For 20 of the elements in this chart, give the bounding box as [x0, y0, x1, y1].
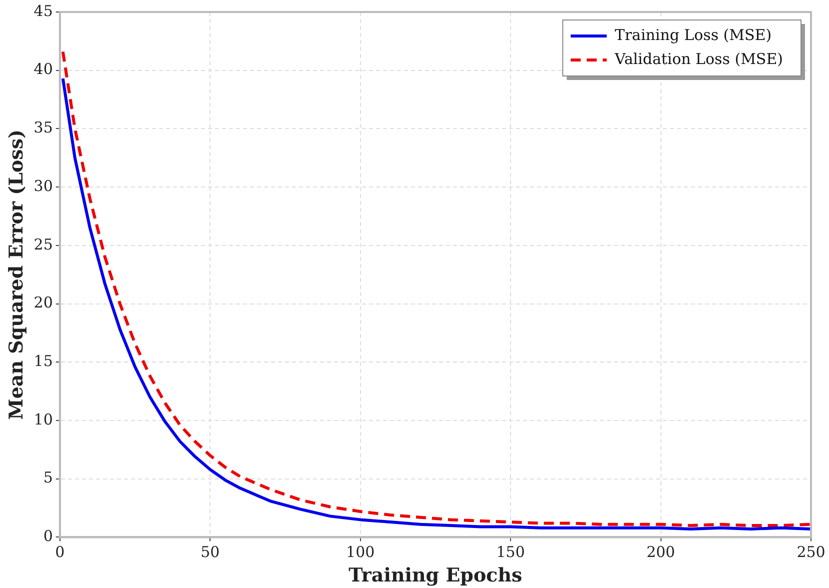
legend-label: Validation Loss (MSE) — [614, 50, 784, 68]
x-tick-label: 50 — [200, 543, 220, 562]
y-tick-label: 40 — [34, 60, 53, 78]
y-tick-label: 35 — [34, 118, 53, 137]
y-axis-title: Mean Squared Error (Loss) — [5, 130, 28, 420]
x-tick-label: 100 — [346, 543, 375, 562]
y-tick-label: 20 — [34, 294, 53, 312]
x-tick-label: 200 — [646, 543, 676, 562]
y-tick-label: 10 — [34, 410, 53, 428]
y-tick-label: 0 — [43, 527, 53, 546]
x-tick-label: 150 — [496, 543, 525, 562]
x-tick-label: 250 — [796, 543, 826, 562]
legend-label: Training Loss (MSE) — [614, 26, 772, 44]
x-tick-label: 0 — [55, 543, 65, 562]
y-tick-label: 5 — [43, 468, 53, 487]
y-tick-label: 25 — [34, 235, 53, 254]
y-tick-label: 15 — [34, 352, 53, 370]
y-tick-label: 30 — [34, 176, 53, 195]
y-tick-label: 45 — [34, 2, 53, 20]
x-axis-title: Training Epochs — [348, 564, 522, 587]
